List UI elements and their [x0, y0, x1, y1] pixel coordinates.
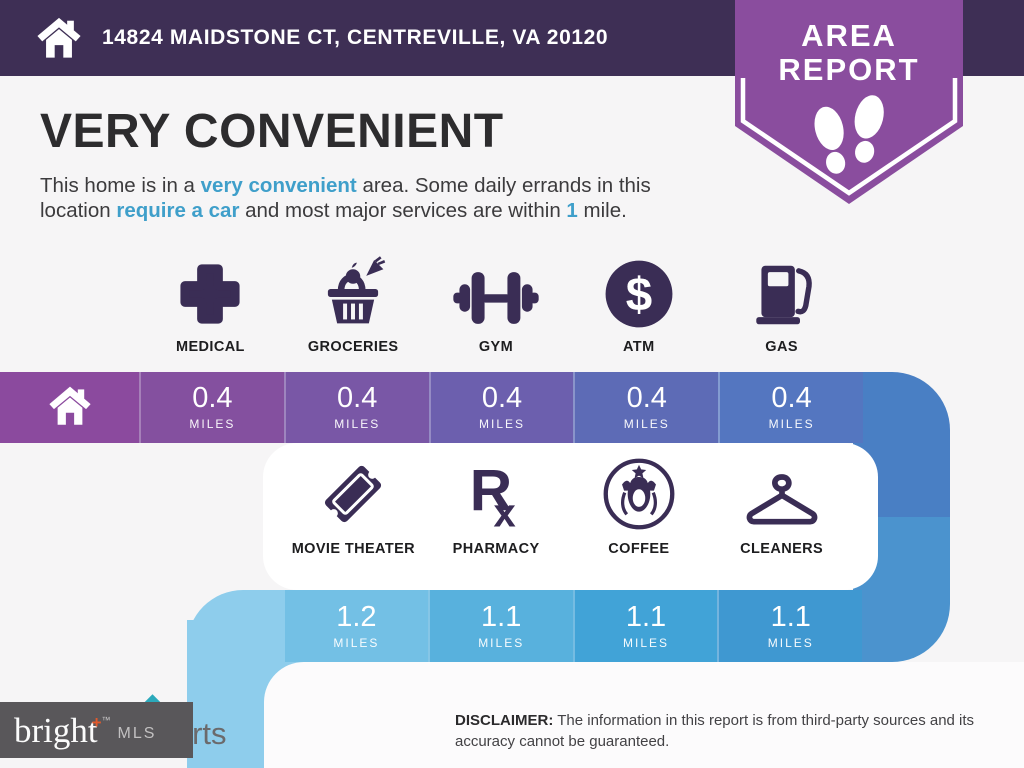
amenity-medical: MEDICAL: [139, 254, 282, 355]
distance-bar-row2: 1.2 MILES 1.1 MILES 1.1 MILES 1.1 MILES: [285, 590, 863, 662]
home-icon: [36, 15, 82, 64]
description-text: This home is in a very convenient area. …: [40, 174, 651, 223]
disclaimer-text: DISCLAIMER: The information in this repo…: [455, 712, 975, 750]
distance-bar-row1: 0.4 MILES 0.4 MILES 0.4 MILES 0.4 MILES 0.4 M…: [0, 372, 863, 443]
pharmacy-rx-icon: R x: [461, 456, 531, 532]
brightmls-tm: ™: [101, 715, 111, 725]
atm-dollar-icon: $: [603, 254, 675, 330]
highlight-very-convenient: very convenient: [200, 174, 357, 197]
brightmls-suffix: MLS: [117, 725, 157, 742]
footprints-icon: [814, 95, 884, 174]
distance-segment: 1.1 MILES: [717, 590, 863, 662]
coffee-siren-icon: [601, 456, 677, 532]
home-segment: [0, 372, 139, 443]
brightmls-brand: bright: [14, 710, 98, 750]
page-title: VERY CONVENIENT: [40, 105, 504, 158]
amenity-groceries: GROCERIES: [282, 254, 425, 355]
property-address: 14824 MAIDSTONE CT, CENTREVILLE, VA 2012…: [102, 26, 609, 49]
amenity-cleaners: CLEANERS: [710, 456, 853, 557]
badge-line2: REPORT: [778, 52, 919, 87]
svg-text:R: R: [470, 458, 512, 523]
highlight-one: 1: [566, 198, 578, 222]
groceries-basket-icon: [313, 254, 393, 330]
badge-line1: AREA: [801, 18, 897, 53]
disclaimer-card: [264, 662, 1024, 768]
amenity-row-2: MOVIE THEATER R x PHARMACY COFFEE: [282, 456, 853, 557]
home-icon-bar: [48, 384, 92, 431]
amenity-gym: GYM: [425, 254, 568, 355]
brightmls-plus-icon: +: [91, 713, 102, 732]
gym-dumbbell-icon: [453, 254, 539, 330]
distance-segment: 0.4 MILES: [573, 372, 719, 443]
distance-segment: 1.1 MILES: [572, 590, 718, 662]
movie-ticket-icon: [314, 456, 392, 532]
amenity-movie-theater: MOVIE THEATER: [282, 456, 425, 557]
distance-segment: 0.4 MILES: [139, 372, 284, 443]
disclaimer-label: DISCLAIMER:: [455, 712, 554, 729]
medical-cross-icon: [173, 254, 247, 330]
area-report-badge: AREA REPORT: [735, 0, 963, 206]
amenity-coffee: COFFEE: [568, 456, 711, 557]
highlight-require-a-car: require a car: [116, 198, 240, 222]
amenity-gas: GAS: [710, 254, 853, 355]
amenity-atm: $ ATM: [567, 254, 710, 355]
distance-segment: 1.2 MILES: [285, 590, 428, 662]
distance-segment: 0.4 MILES: [428, 372, 574, 443]
svg-text:$: $: [626, 269, 652, 322]
brightmls-watermark: bright + ™ MLS: [0, 702, 193, 758]
distance-segment: 0.4 MILES: [283, 372, 429, 443]
amenity-pharmacy: R x PHARMACY: [425, 456, 568, 557]
cleaners-hanger-icon: [741, 456, 823, 532]
description-line1: This home is in a very convenient area. …: [40, 174, 651, 197]
description-line2: location require a car and most major se…: [40, 198, 627, 222]
amenity-row-1: MEDICAL GROCERIES: [139, 254, 853, 355]
gas-pump-icon: [745, 254, 819, 330]
distance-segment: 1.1 MILES: [427, 590, 573, 662]
svg-text:x: x: [494, 492, 516, 533]
distance-segment: 0.4 MILES: [718, 372, 863, 443]
route-turn-left: [187, 590, 285, 662]
row2-white-card: [263, 443, 878, 590]
